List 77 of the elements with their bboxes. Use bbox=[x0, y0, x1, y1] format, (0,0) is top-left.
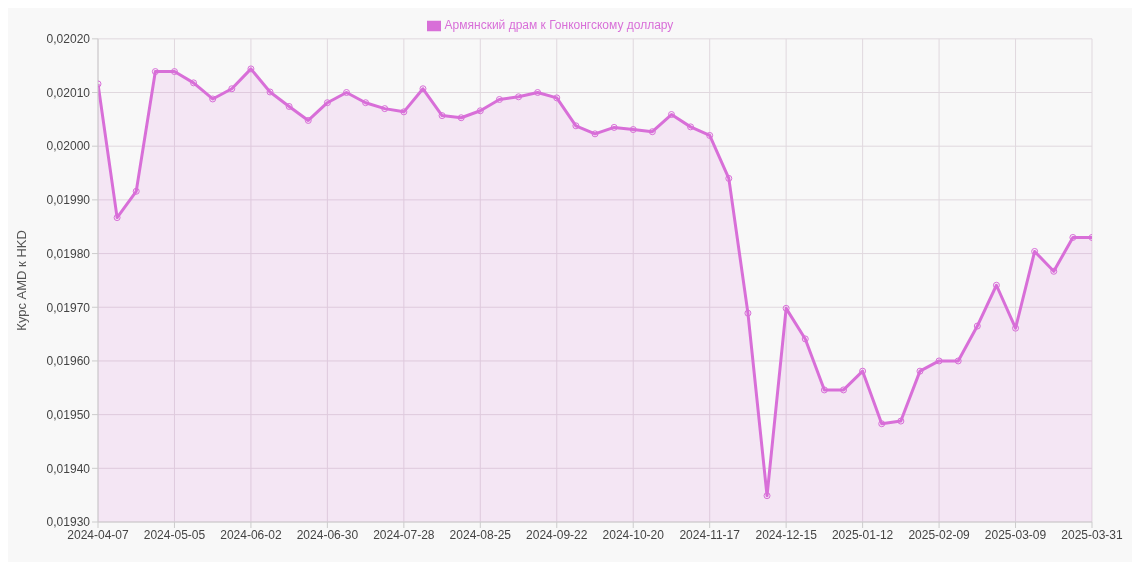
point bbox=[591, 130, 599, 138]
point bbox=[400, 108, 408, 116]
y-tick-label: 0,01950 bbox=[46, 407, 91, 422]
y-tick-label: 0,01930 bbox=[46, 515, 91, 530]
point bbox=[515, 93, 523, 101]
y-tick-label: 0,02020 bbox=[46, 32, 91, 47]
y-tick-label: 0,02000 bbox=[46, 139, 91, 154]
point bbox=[629, 126, 637, 134]
y-tick-label: 0,01970 bbox=[46, 300, 91, 315]
point bbox=[151, 68, 159, 76]
x-tick-label: 2024-08-25 bbox=[449, 527, 512, 542]
x-tick-label: 2024-10-20 bbox=[602, 527, 665, 542]
point bbox=[457, 114, 465, 122]
point bbox=[495, 95, 503, 103]
y-tick-label: 0,01940 bbox=[46, 461, 91, 476]
point bbox=[610, 123, 618, 131]
x-tick-label: 2025-03-09 bbox=[984, 527, 1047, 542]
y-tick-label: 0,01990 bbox=[46, 193, 91, 208]
point bbox=[1012, 324, 1020, 332]
legend-label: Армянский драм к Гонконгскому доллару bbox=[444, 18, 674, 32]
point bbox=[534, 89, 542, 97]
point bbox=[381, 105, 389, 113]
y-tick-label: 0,02010 bbox=[46, 85, 91, 100]
point bbox=[476, 107, 484, 115]
point bbox=[323, 99, 331, 107]
x-tick-label: 2024-06-30 bbox=[296, 527, 359, 542]
y-tick-label: 0,01960 bbox=[46, 354, 91, 369]
point bbox=[916, 367, 924, 375]
x-tick-label: 2025-03-31 bbox=[1061, 527, 1124, 542]
point bbox=[1069, 233, 1077, 241]
point bbox=[1050, 267, 1058, 275]
point bbox=[285, 102, 293, 110]
point bbox=[438, 112, 446, 120]
point bbox=[190, 79, 198, 87]
point bbox=[859, 367, 867, 375]
point bbox=[209, 95, 217, 103]
point bbox=[687, 123, 695, 131]
point bbox=[247, 65, 255, 73]
point bbox=[572, 122, 580, 130]
x-tick-label: 2025-01-12 bbox=[831, 527, 894, 542]
point bbox=[801, 335, 809, 343]
point bbox=[820, 386, 828, 394]
point bbox=[954, 357, 962, 365]
point bbox=[667, 111, 675, 119]
x-tick-label: 2025-02-09 bbox=[908, 527, 971, 542]
x-tick-label: 2024-12-15 bbox=[755, 527, 818, 542]
point bbox=[744, 309, 752, 317]
point bbox=[132, 187, 140, 195]
point bbox=[782, 304, 790, 312]
point bbox=[266, 88, 274, 96]
point bbox=[553, 94, 561, 102]
point bbox=[992, 281, 1000, 289]
point bbox=[897, 417, 905, 425]
point bbox=[935, 357, 943, 365]
point bbox=[113, 214, 121, 222]
point bbox=[725, 174, 733, 182]
point bbox=[973, 322, 981, 330]
point bbox=[362, 99, 370, 107]
point bbox=[343, 89, 350, 97]
x-tick-label: 2024-06-02 bbox=[220, 527, 282, 542]
point bbox=[878, 420, 886, 428]
y-axis-title: Курс AMD к HKD bbox=[13, 230, 29, 331]
x-tick-label: 2024-09-22 bbox=[526, 527, 588, 542]
point bbox=[648, 128, 656, 136]
x-tick-label: 2024-04-07 bbox=[67, 527, 130, 542]
point bbox=[228, 85, 236, 93]
point bbox=[304, 116, 312, 124]
x-tick-label: 2024-05-05 bbox=[143, 527, 206, 542]
point bbox=[170, 68, 178, 76]
x-tick-label: 2024-07-28 bbox=[373, 527, 435, 542]
x-tick-label: 2024-11-17 bbox=[679, 527, 741, 542]
point bbox=[840, 386, 847, 394]
point bbox=[1031, 247, 1039, 255]
point bbox=[419, 85, 427, 93]
y-tick-label: 0,01980 bbox=[46, 246, 91, 261]
point bbox=[706, 131, 714, 139]
point bbox=[763, 492, 771, 500]
